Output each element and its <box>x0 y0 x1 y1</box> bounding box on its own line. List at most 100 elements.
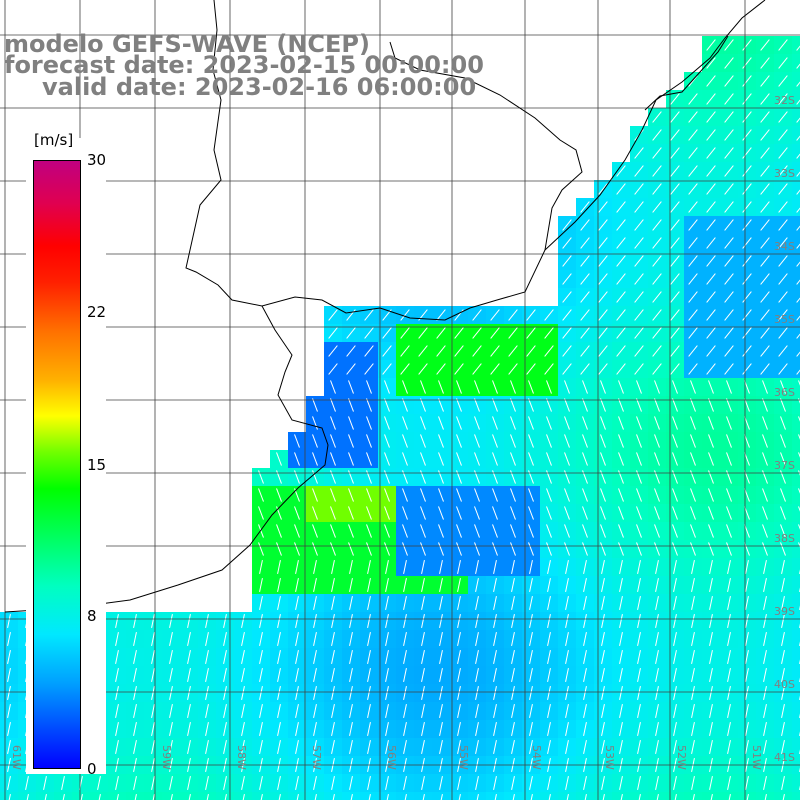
wind-arrow <box>778 75 788 87</box>
wind-arrow <box>796 207 800 213</box>
wind-arrow <box>616 363 626 375</box>
wind-arrow <box>511 596 515 610</box>
wind-arrow <box>583 650 587 664</box>
wind-arrow <box>762 452 768 466</box>
wind-arrow <box>796 45 800 51</box>
wind-arrow <box>331 578 335 592</box>
wind-arrow <box>330 506 336 520</box>
wind-arrow <box>364 309 374 321</box>
wind-arrow <box>796 369 800 375</box>
wind-speed-cell <box>792 396 800 414</box>
wind-arrow <box>508 363 518 375</box>
wind-arrow <box>187 650 191 664</box>
wind-arrow <box>637 650 641 664</box>
wind-arrow <box>313 704 317 718</box>
wind-arrow <box>349 650 353 664</box>
wind-arrow <box>528 524 534 538</box>
wind-arrow <box>580 363 590 375</box>
wind-arrow <box>796 243 800 249</box>
wind-speed-field <box>0 36 800 800</box>
wind-arrow <box>295 560 299 574</box>
wind-arrow <box>493 686 497 700</box>
wind-arrow <box>760 327 770 339</box>
wind-arrow <box>763 668 767 682</box>
wind-arrow <box>133 614 137 628</box>
wind-arrow <box>762 398 768 412</box>
wind-arrow <box>348 542 354 556</box>
wind-arrow <box>582 488 588 502</box>
wind-arrow <box>598 183 608 195</box>
wind-arrow <box>708 542 714 556</box>
wind-arrow <box>421 650 425 664</box>
wind-speed-cell <box>702 792 720 800</box>
wind-arrow <box>402 524 408 538</box>
wind-arrow <box>456 542 462 556</box>
wind-arrow <box>742 255 752 267</box>
wind-arrow <box>331 740 335 754</box>
wind-arrow <box>438 434 444 448</box>
wind-arrow <box>510 488 516 502</box>
wind-arrow <box>654 434 660 448</box>
wind-speed-cell <box>144 792 162 800</box>
wind-arrow <box>402 542 408 556</box>
wind-arrow <box>546 416 552 430</box>
wind-arrow <box>709 614 713 628</box>
wind-arrow <box>727 560 731 574</box>
wind-arrow <box>402 380 408 394</box>
wind-arrow <box>312 506 318 520</box>
wind-arrow <box>258 488 264 502</box>
wind-arrow <box>654 452 660 466</box>
wind-arrow <box>562 273 572 285</box>
coastline <box>185 0 583 321</box>
wind-speed-cell <box>792 630 800 648</box>
wind-speed-cell <box>540 792 558 800</box>
wind-arrow <box>475 740 479 754</box>
wind-arrow <box>580 255 590 267</box>
wind-arrow <box>366 524 372 538</box>
wind-arrow <box>706 291 716 303</box>
colorbar-tick-30: 30 <box>87 151 107 169</box>
wind-arrow <box>368 794 371 800</box>
lat-label: 39S <box>774 605 795 618</box>
wind-arrow <box>619 614 623 628</box>
wind-arrow <box>312 416 318 430</box>
wind-arrow <box>619 704 623 718</box>
wind-arrow <box>529 668 533 682</box>
wind-arrow <box>384 488 390 502</box>
wind-arrow <box>436 309 446 321</box>
wind-arrow <box>726 506 732 520</box>
wind-arrow <box>652 165 662 177</box>
wind-arrow <box>564 488 570 502</box>
wind-arrow <box>673 668 677 682</box>
wind-arrow <box>529 596 533 610</box>
wind-arrow <box>708 380 714 394</box>
wind-arrow <box>580 309 590 321</box>
wind-speed-cell <box>216 792 234 800</box>
wind-arrow <box>529 614 533 628</box>
wind-arrow <box>475 776 479 790</box>
wind-arrow <box>260 794 263 800</box>
wind-arrow <box>655 596 659 610</box>
wind-arrow <box>511 578 515 592</box>
wind-arrow <box>691 650 695 664</box>
wind-arrow <box>402 416 408 430</box>
wind-arrow <box>780 452 786 466</box>
wind-arrow <box>439 632 443 646</box>
wind-arrow <box>169 668 173 682</box>
wind-arrow <box>724 165 734 177</box>
wind-arrow <box>745 614 749 628</box>
wind-arrow <box>349 578 353 592</box>
wind-arrow <box>583 740 587 754</box>
wind-arrow <box>421 668 425 682</box>
wind-arrow <box>367 776 371 790</box>
wind-arrow <box>780 380 786 394</box>
wind-arrow <box>796 297 800 303</box>
wind-arrow <box>276 542 282 556</box>
wind-arrow <box>276 452 282 466</box>
wind-arrow <box>655 560 659 574</box>
wind-arrow <box>708 452 714 466</box>
wind-arrow <box>760 57 770 69</box>
wind-arrow <box>529 704 533 718</box>
wind-arrow <box>619 776 623 790</box>
wind-arrow <box>259 578 263 592</box>
